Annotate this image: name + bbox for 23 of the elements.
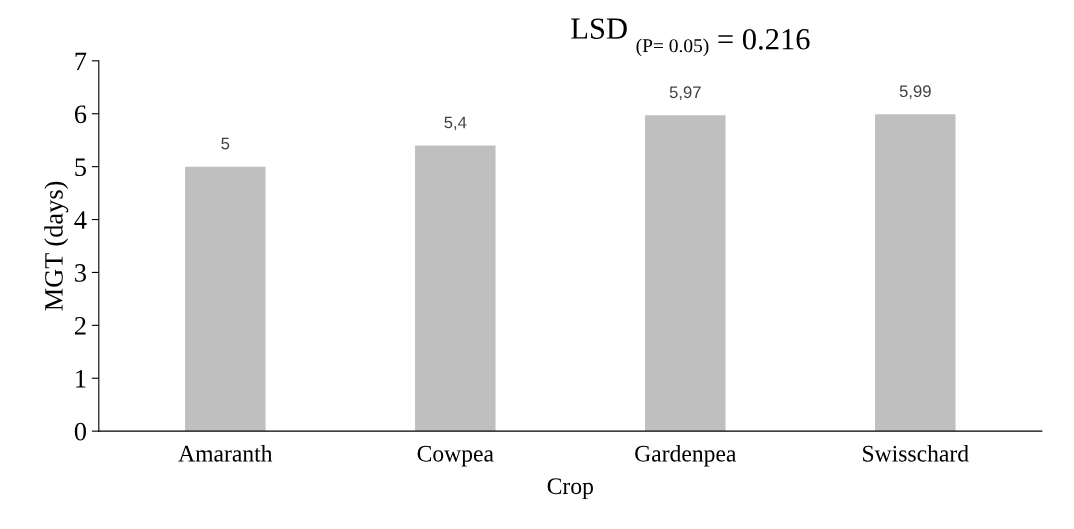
data-label: 5,4 [444, 116, 467, 131]
y-tick-label: 3 [75, 264, 86, 282]
y-tick-label: 2 [74, 317, 86, 335]
x-tick-label: Amaranth [178, 445, 273, 462]
x-tick-label: Cowpea [417, 445, 494, 467]
x-tick-label: Swisschard [863, 445, 969, 462]
x-axis-title: Crop [547, 478, 593, 499]
x-tick-label: Gardenpea [635, 445, 737, 467]
data-label: 5 [221, 137, 230, 150]
data-label: 5,99 [899, 85, 931, 100]
bar [645, 115, 726, 432]
bar [185, 166, 266, 432]
y-tick-label: 4 [74, 211, 87, 229]
y-tick-label: 5 [75, 158, 86, 177]
data-label: 5,97 [669, 86, 701, 101]
bar [415, 145, 496, 432]
y-axis-title: MGT (days) [44, 181, 69, 311]
y-tick-label: 7 [75, 52, 87, 70]
y-tick-label: 1 [76, 369, 86, 388]
chart-title: LSD (P= 0.05) = 0.216 [571, 18, 810, 57]
bar [875, 114, 956, 432]
y-tick-label: 6 [74, 105, 87, 124]
y-tick-label: 0 [74, 422, 86, 441]
